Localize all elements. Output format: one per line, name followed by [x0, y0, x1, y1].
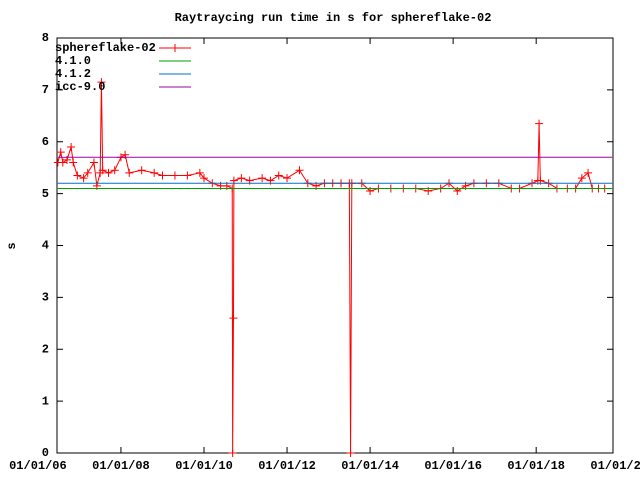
- legend-label: sphereflake-02: [55, 41, 156, 55]
- data-point: [274, 171, 283, 180]
- data-point: [58, 158, 67, 167]
- y-tick-label: 6: [42, 135, 49, 149]
- legend-label: icc-9.0: [55, 80, 105, 94]
- chart-title: Raytraycing run time in s for sphereflak…: [175, 11, 492, 25]
- x-tick-label: 01/01/18: [507, 459, 565, 473]
- data-point: [283, 174, 292, 183]
- data-point: [69, 158, 78, 167]
- series-line: [57, 82, 605, 454]
- legend-marker: [171, 44, 179, 52]
- data-point: [110, 166, 119, 175]
- data-point: [346, 449, 355, 457]
- y-tick-label: 8: [42, 31, 49, 45]
- x-tick-label: 01/01/14: [341, 459, 399, 473]
- data-point: [104, 168, 113, 177]
- data-point: [89, 158, 98, 167]
- plot-border: [56, 37, 614, 454]
- x-tick-label: 01/01/08: [92, 459, 150, 473]
- data-point: [237, 174, 246, 183]
- x-tick-label: 01/01/12: [258, 459, 316, 473]
- y-axis-label: s: [5, 242, 19, 249]
- data-point: [195, 168, 204, 177]
- y-tick-label: 2: [42, 342, 49, 356]
- data-point: [228, 449, 237, 457]
- data-point: [125, 168, 134, 177]
- data-point: [67, 142, 76, 151]
- y-tick-label: 3: [42, 291, 49, 305]
- y-tick-label: 0: [42, 446, 49, 460]
- data-point: [170, 171, 179, 180]
- data-point: [97, 78, 106, 87]
- data-point: [295, 166, 304, 175]
- y-tick-label: 7: [42, 83, 49, 97]
- data-point: [98, 166, 107, 175]
- data-point: [137, 166, 146, 175]
- data-point: [183, 171, 192, 180]
- data-point: [56, 148, 65, 157]
- data-point: [150, 168, 159, 177]
- legend-label: 4.1.2: [55, 67, 91, 81]
- data-point: [258, 174, 267, 183]
- data-point: [535, 119, 544, 128]
- data-point: [229, 314, 238, 323]
- data-point: [73, 171, 82, 180]
- data-point: [158, 171, 167, 180]
- x-tick-label: 01/01/20: [590, 459, 640, 473]
- y-tick-label: 1: [42, 394, 49, 408]
- x-tick-label: 01/01/10: [175, 459, 233, 473]
- data-point: [79, 174, 88, 183]
- data-point: [83, 168, 92, 177]
- data-point: [199, 174, 208, 183]
- y-tick-label: 5: [42, 187, 49, 201]
- y-tick-label: 4: [42, 239, 49, 253]
- x-tick-label: 01/01/16: [424, 459, 482, 473]
- data-point: [577, 174, 586, 183]
- legend-label: 4.1.0: [55, 54, 91, 68]
- data-point: [584, 168, 593, 177]
- x-tick-label: 01/01/06: [9, 459, 67, 473]
